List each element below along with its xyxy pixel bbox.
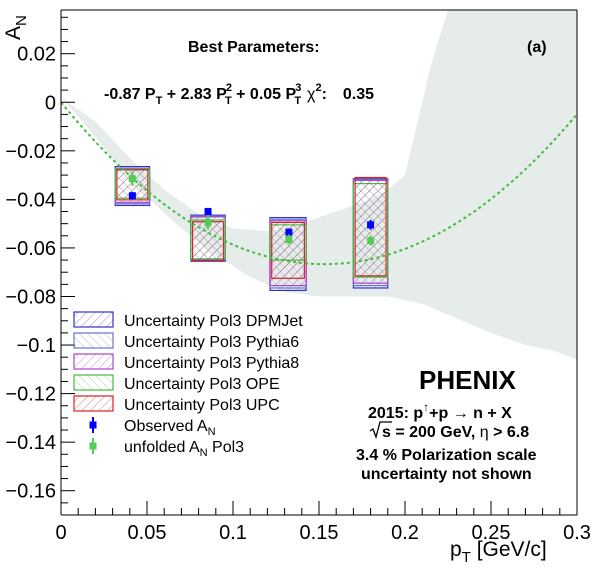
- y-tick-label: −0.1: [17, 335, 56, 357]
- data-point-layer: [128, 171, 375, 246]
- x-tick-label: 0.25: [472, 522, 511, 544]
- data-point-unfolded-4: [367, 237, 375, 245]
- x-axis-title-sub: T: [462, 549, 471, 566]
- legend-label-3: Uncertainty Pol3 Pythia8: [124, 355, 299, 372]
- fit-curve: [60, 101, 578, 266]
- experiment-name: PHENIX: [419, 365, 516, 395]
- experiment-line-4: uncertainty not shown: [361, 466, 532, 483]
- y-axis-title-sub: N: [13, 15, 30, 26]
- data-point-unfolded-2: [204, 218, 212, 226]
- x-tick-label: 0.2: [391, 522, 419, 544]
- y-tick-label: −0.04: [5, 189, 56, 211]
- legend-label-4: Uncertainty Pol3 OPE: [124, 376, 280, 393]
- legend-marker-2: [89, 442, 97, 450]
- sqrt-sign-icon: [369, 421, 392, 440]
- fit-curve-layer: [60, 101, 578, 266]
- y-axis-title: AN: [2, 15, 30, 40]
- legend-swatch-3: [73, 353, 114, 370]
- data-point-unfolded-3: [285, 235, 293, 243]
- y-tick-label: −0.14: [5, 432, 56, 454]
- y-tick-label: −0.12: [5, 384, 56, 406]
- legend-label-5: Uncertainty Pol3 UPC: [124, 397, 280, 414]
- x-axis-title: pT [GeV/c]: [450, 538, 547, 566]
- panel-label: (a): [527, 39, 547, 56]
- fit-uncertainty-band-layer: [61, 10, 577, 360]
- fit-uncertainty-band: [61, 10, 577, 360]
- legend-swatch-4: [73, 374, 114, 391]
- y-tick-label: 0: [45, 92, 56, 114]
- y-tick-label: −0.06: [5, 238, 56, 260]
- legend-label-1: Uncertainty Pol3 DPMJet: [124, 313, 303, 330]
- data-point-observed-3: [285, 228, 293, 236]
- legend-swatch-5: [73, 395, 114, 412]
- legend-label-series-2: unfolded AN Pol3: [124, 439, 244, 459]
- x-axis-title-unit: [GeV/c]: [471, 538, 547, 561]
- data-point-observed-2: [204, 208, 212, 216]
- experiment-line-3: 3.4 % Polarization scale: [356, 447, 537, 464]
- uncertainty-box-layer: [114, 165, 389, 292]
- data-point-unfolded-1: [128, 175, 136, 183]
- legend-marker-1: [89, 421, 97, 429]
- legend-label-2: Uncertainty Pol3 Pythia6: [124, 334, 299, 351]
- experiment-line-2: s = 200 GeV, η > 6.8: [369, 421, 529, 441]
- experiment-line-1: 2015: p↑+p → n + X: [368, 400, 512, 422]
- legend-swatch-1: [73, 311, 114, 328]
- legend-label-series-1: Observed AN: [124, 418, 216, 438]
- svg-text:s = 200 GeV, η > 6.8: s = 200 GeV, η > 6.8: [382, 424, 529, 441]
- axes-layer: 0 0.05 0.1 0.15 0.2 0.25 0.3 0.02 0 −0.02 −0.04 −0.…: [5, 9, 591, 544]
- data-point-observed-1: [128, 192, 136, 200]
- x-tick-label: 0.15: [300, 522, 339, 544]
- y-tick-label: −0.16: [5, 481, 56, 503]
- x-tick-label: 0: [55, 522, 66, 544]
- y-tick-label: −0.08: [5, 286, 56, 308]
- x-tick-label: 0.3: [563, 522, 591, 544]
- y-tick-label: −0.02: [5, 141, 56, 163]
- y-tick-label: 0.02: [17, 44, 56, 66]
- legend: Uncertainty Pol3 DPMJet Uncertainty Pol3 …: [73, 311, 303, 459]
- best-params-title: Best Parameters:: [188, 39, 320, 56]
- x-tick-label: 0.05: [128, 522, 167, 544]
- x-tick-label: 0.1: [219, 522, 247, 544]
- data-point-observed-4: [367, 221, 375, 229]
- legend-swatch-2: [73, 332, 114, 349]
